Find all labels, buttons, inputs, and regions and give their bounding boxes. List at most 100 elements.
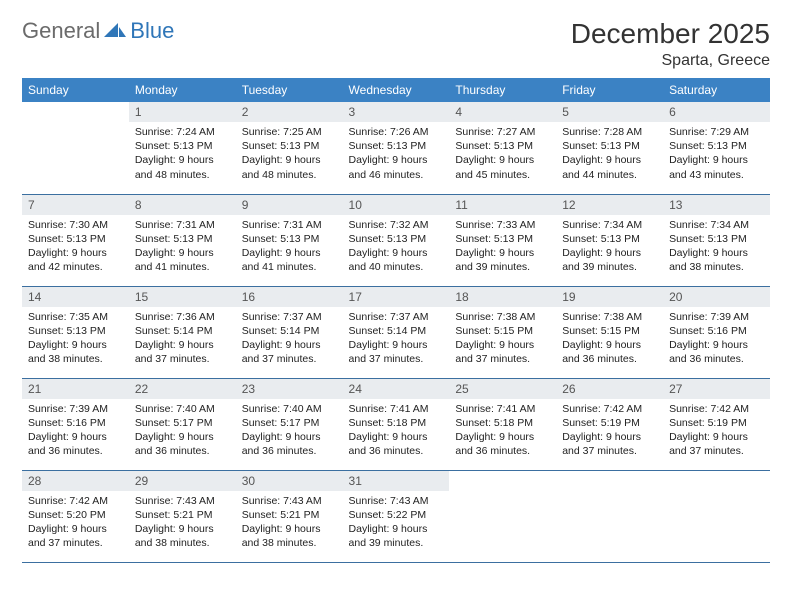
daylight-text: Daylight: 9 hours and 39 minutes. [455,246,550,274]
day-number: 6 [663,102,770,122]
day-number: 14 [22,287,129,307]
daylight-text: Daylight: 9 hours and 43 minutes. [669,153,764,181]
day-details: Sunrise: 7:42 AMSunset: 5:19 PMDaylight:… [556,399,663,465]
sunset-text: Sunset: 5:13 PM [562,232,657,246]
header: General Blue December 2025 Sparta, Greec… [22,18,770,70]
daylight-text: Daylight: 9 hours and 48 minutes. [135,153,230,181]
sunrise-text: Sunrise: 7:35 AM [28,310,123,324]
calendar-week-row: 14Sunrise: 7:35 AMSunset: 5:13 PMDayligh… [22,286,770,378]
day-details: Sunrise: 7:40 AMSunset: 5:17 PMDaylight:… [236,399,343,465]
sunset-text: Sunset: 5:19 PM [669,416,764,430]
calendar-day-cell: 2Sunrise: 7:25 AMSunset: 5:13 PMDaylight… [236,102,343,194]
sunrise-text: Sunrise: 7:40 AM [135,402,230,416]
calendar-day-cell [556,470,663,562]
day-details: Sunrise: 7:37 AMSunset: 5:14 PMDaylight:… [236,307,343,373]
day-number: 20 [663,287,770,307]
daylight-text: Daylight: 9 hours and 36 minutes. [562,338,657,366]
calendar-day-cell: 26Sunrise: 7:42 AMSunset: 5:19 PMDayligh… [556,378,663,470]
day-details: Sunrise: 7:36 AMSunset: 5:14 PMDaylight:… [129,307,236,373]
sunrise-text: Sunrise: 7:28 AM [562,125,657,139]
calendar-day-cell [22,102,129,194]
calendar-day-cell: 29Sunrise: 7:43 AMSunset: 5:21 PMDayligh… [129,470,236,562]
sunset-text: Sunset: 5:13 PM [349,139,444,153]
day-details: Sunrise: 7:30 AMSunset: 5:13 PMDaylight:… [22,215,129,281]
logo-text-general: General [22,18,100,44]
weekday-header: Saturday [663,78,770,102]
weekday-header: Sunday [22,78,129,102]
sunset-text: Sunset: 5:14 PM [349,324,444,338]
day-number: 18 [449,287,556,307]
calendar-day-cell: 20Sunrise: 7:39 AMSunset: 5:16 PMDayligh… [663,286,770,378]
sunset-text: Sunset: 5:13 PM [349,232,444,246]
logo-sail-icon [104,23,126,39]
day-number: 10 [343,195,450,215]
calendar-day-cell: 17Sunrise: 7:37 AMSunset: 5:14 PMDayligh… [343,286,450,378]
sunset-text: Sunset: 5:15 PM [455,324,550,338]
day-number: 8 [129,195,236,215]
sunrise-text: Sunrise: 7:30 AM [28,218,123,232]
sunrise-text: Sunrise: 7:26 AM [349,125,444,139]
daylight-text: Daylight: 9 hours and 37 minutes. [349,338,444,366]
calendar-day-cell: 24Sunrise: 7:41 AMSunset: 5:18 PMDayligh… [343,378,450,470]
day-details: Sunrise: 7:32 AMSunset: 5:13 PMDaylight:… [343,215,450,281]
daylight-text: Daylight: 9 hours and 41 minutes. [135,246,230,274]
calendar-day-cell: 15Sunrise: 7:36 AMSunset: 5:14 PMDayligh… [129,286,236,378]
sunrise-text: Sunrise: 7:41 AM [455,402,550,416]
day-number: 23 [236,379,343,399]
sunset-text: Sunset: 5:13 PM [135,232,230,246]
day-details: Sunrise: 7:31 AMSunset: 5:13 PMDaylight:… [236,215,343,281]
day-details: Sunrise: 7:41 AMSunset: 5:18 PMDaylight:… [449,399,556,465]
sunrise-text: Sunrise: 7:34 AM [562,218,657,232]
calendar-day-cell: 5Sunrise: 7:28 AMSunset: 5:13 PMDaylight… [556,102,663,194]
weekday-header: Thursday [449,78,556,102]
day-number: 30 [236,471,343,491]
day-details: Sunrise: 7:39 AMSunset: 5:16 PMDaylight:… [22,399,129,465]
calendar-day-cell: 12Sunrise: 7:34 AMSunset: 5:13 PMDayligh… [556,194,663,286]
daylight-text: Daylight: 9 hours and 39 minutes. [562,246,657,274]
calendar-day-cell: 16Sunrise: 7:37 AMSunset: 5:14 PMDayligh… [236,286,343,378]
day-number: 28 [22,471,129,491]
day-number: 7 [22,195,129,215]
day-number: 3 [343,102,450,122]
weekday-header: Wednesday [343,78,450,102]
day-number: 19 [556,287,663,307]
sunset-text: Sunset: 5:21 PM [242,508,337,522]
sunrise-text: Sunrise: 7:27 AM [455,125,550,139]
daylight-text: Daylight: 9 hours and 39 minutes. [349,522,444,550]
calendar-day-cell: 19Sunrise: 7:38 AMSunset: 5:15 PMDayligh… [556,286,663,378]
weekday-header: Friday [556,78,663,102]
sunset-text: Sunset: 5:16 PM [28,416,123,430]
sunset-text: Sunset: 5:19 PM [562,416,657,430]
sunset-text: Sunset: 5:13 PM [455,232,550,246]
daylight-text: Daylight: 9 hours and 36 minutes. [135,430,230,458]
daylight-text: Daylight: 9 hours and 36 minutes. [349,430,444,458]
sunset-text: Sunset: 5:17 PM [242,416,337,430]
day-details: Sunrise: 7:38 AMSunset: 5:15 PMDaylight:… [556,307,663,373]
daylight-text: Daylight: 9 hours and 42 minutes. [28,246,123,274]
day-number: 26 [556,379,663,399]
daylight-text: Daylight: 9 hours and 46 minutes. [349,153,444,181]
calendar-day-cell: 11Sunrise: 7:33 AMSunset: 5:13 PMDayligh… [449,194,556,286]
sunrise-text: Sunrise: 7:42 AM [562,402,657,416]
sunset-text: Sunset: 5:14 PM [135,324,230,338]
sunset-text: Sunset: 5:13 PM [669,139,764,153]
sunrise-text: Sunrise: 7:34 AM [669,218,764,232]
weekday-header: Tuesday [236,78,343,102]
day-number: 5 [556,102,663,122]
calendar-day-cell: 1Sunrise: 7:24 AMSunset: 5:13 PMDaylight… [129,102,236,194]
calendar-day-cell: 27Sunrise: 7:42 AMSunset: 5:19 PMDayligh… [663,378,770,470]
daylight-text: Daylight: 9 hours and 40 minutes. [349,246,444,274]
location: Sparta, Greece [571,52,770,70]
day-details: Sunrise: 7:41 AMSunset: 5:18 PMDaylight:… [343,399,450,465]
daylight-text: Daylight: 9 hours and 37 minutes. [28,522,123,550]
daylight-text: Daylight: 9 hours and 37 minutes. [455,338,550,366]
sunset-text: Sunset: 5:18 PM [455,416,550,430]
day-details: Sunrise: 7:31 AMSunset: 5:13 PMDaylight:… [129,215,236,281]
day-details: Sunrise: 7:43 AMSunset: 5:21 PMDaylight:… [129,491,236,557]
sunrise-text: Sunrise: 7:42 AM [28,494,123,508]
day-details: Sunrise: 7:39 AMSunset: 5:16 PMDaylight:… [663,307,770,373]
calendar-day-cell: 25Sunrise: 7:41 AMSunset: 5:18 PMDayligh… [449,378,556,470]
daylight-text: Daylight: 9 hours and 38 minutes. [135,522,230,550]
sunrise-text: Sunrise: 7:24 AM [135,125,230,139]
calendar-day-cell: 30Sunrise: 7:43 AMSunset: 5:21 PMDayligh… [236,470,343,562]
